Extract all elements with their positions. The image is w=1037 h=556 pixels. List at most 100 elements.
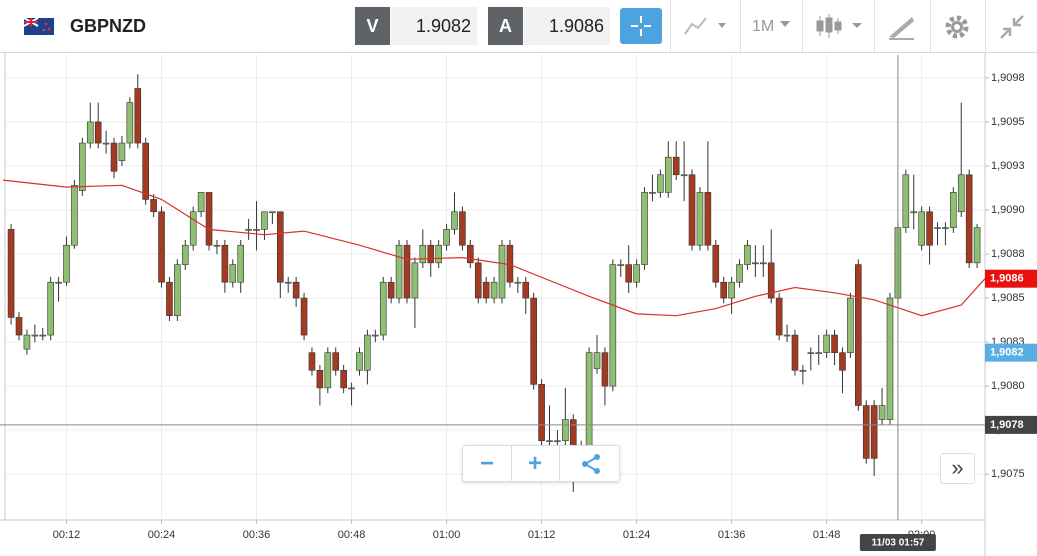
candle-body (7, 229, 15, 318)
candle-body (411, 262, 419, 299)
last-price-box (985, 269, 1037, 288)
candle-body (633, 264, 640, 283)
toolbar: GBPNZD V 1.9082 A 1.9086 1M (0, 0, 1037, 53)
candle-body (387, 281, 395, 299)
candle-body (886, 297, 894, 420)
candle-body (55, 281, 62, 284)
candle-body (292, 281, 300, 299)
candle-body (308, 352, 316, 371)
bid-tag[interactable]: V (355, 7, 390, 45)
candle-body (767, 262, 775, 299)
candle-body (736, 264, 743, 283)
candle-body (696, 192, 704, 246)
candle-body (245, 229, 252, 231)
candle-body (364, 334, 371, 371)
candle-body (71, 185, 78, 246)
candle-body (197, 192, 205, 213)
candle-body (86, 121, 94, 144)
settings-button[interactable] (943, 13, 971, 41)
candle-body (522, 281, 530, 299)
x-tick-label: 00:12 (53, 529, 81, 541)
dropdown-arrow (780, 21, 790, 27)
timeframe[interactable]: 1M (752, 18, 775, 35)
bid-price-box (985, 343, 1037, 362)
candle-body (672, 156, 680, 176)
x-tick-label: 01:48 (813, 529, 841, 541)
bid-price-label: 1,9082 (990, 347, 1024, 359)
candle-body (815, 352, 823, 354)
candle-body (31, 334, 39, 337)
candle-body (79, 142, 86, 191)
zoom-out[interactable]: − (463, 446, 512, 481)
candle-body (664, 156, 672, 193)
candle-body (39, 334, 47, 337)
candle-body (783, 334, 791, 337)
candle-body (807, 352, 815, 354)
candle-body (759, 262, 767, 265)
candle-body (451, 211, 458, 230)
candle-body (902, 174, 910, 228)
candle-body (435, 244, 442, 264)
candle-body (269, 211, 276, 214)
crosshair-button[interactable] (620, 8, 662, 44)
x-tick-label: 00:48 (338, 529, 366, 541)
candle-body (443, 229, 450, 246)
candle-body (15, 317, 23, 336)
separator (670, 0, 671, 52)
separator (930, 0, 931, 52)
candle-body (134, 88, 142, 144)
collapse-button[interactable] (998, 13, 1026, 41)
candle-body (118, 142, 126, 161)
candle-body (562, 419, 569, 442)
crosshair-x-label: 11/03 01:57 (871, 538, 924, 549)
candle-body (229, 264, 237, 283)
candle-body (482, 281, 490, 299)
candle-body (340, 369, 347, 389)
candle-body (356, 352, 363, 371)
candle-body (910, 211, 918, 214)
crosshair-y-box (985, 415, 1037, 434)
candle-body (150, 199, 157, 213)
candle-body (704, 192, 712, 246)
crosshair-y-label: 1,9078 (990, 419, 1024, 431)
scroll-right[interactable]: » (940, 453, 975, 484)
candle-body (284, 281, 292, 284)
candle-body (791, 334, 799, 371)
share-button[interactable] (579, 452, 603, 476)
candle-body (649, 192, 656, 194)
candle-body (237, 244, 245, 283)
candle-body (419, 244, 427, 264)
candles-button[interactable] (814, 12, 866, 40)
ask-price[interactable]: 1.9086 (524, 7, 610, 45)
bid-price[interactable]: 1.9082 (391, 7, 477, 45)
candle-body (110, 142, 118, 172)
x-tick-label: 00:24 (148, 529, 176, 541)
candle-body (775, 297, 783, 336)
candle-body (593, 352, 601, 369)
candle-body (744, 244, 751, 265)
candle-body (276, 211, 284, 283)
candle-body (847, 297, 854, 353)
zoom-in[interactable]: + (511, 446, 560, 481)
y-tick-label: 1,9090 (991, 204, 1025, 216)
candle-body (680, 174, 688, 177)
candle-body (316, 369, 324, 389)
candle-body (870, 405, 878, 459)
separator (874, 0, 875, 52)
separator (740, 0, 741, 52)
candle-body (348, 387, 355, 390)
separator (985, 0, 986, 52)
y-tick-label: 1,9095 (991, 116, 1025, 128)
candle-body (855, 264, 862, 406)
x-tick-label: 01:12 (528, 529, 556, 541)
candle-body (712, 244, 720, 283)
x-tick-label: 01:36 (718, 529, 746, 541)
candle-body (474, 262, 482, 299)
draw-button[interactable] (886, 13, 918, 41)
candle-body (957, 174, 965, 213)
ask-tag[interactable]: A (488, 7, 523, 45)
candle-body (142, 142, 149, 200)
chart-type-button[interactable] (682, 14, 732, 38)
candle-body (752, 262, 759, 265)
candle-body (585, 352, 593, 447)
